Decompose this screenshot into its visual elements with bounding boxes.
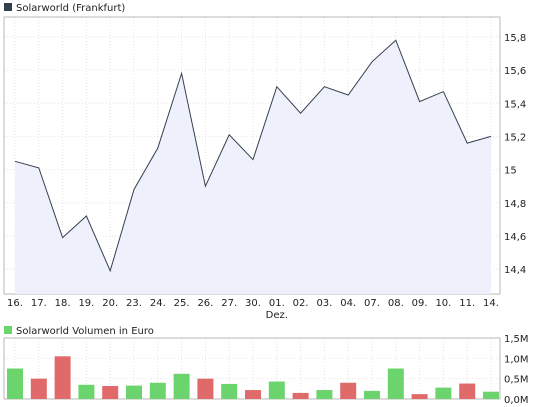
price-panel: Solarworld (Frankfurt) 14,4 14,6 14,8 15 15,… <box>3 3 526 321</box>
price-y-tick-label: 15,6 <box>504 66 526 77</box>
volume-bar <box>102 385 119 399</box>
volume-bar <box>435 387 452 399</box>
volume-bar <box>292 392 309 399</box>
price-line <box>14 39 492 273</box>
volume-legend-label: Solarworld Volumen in Euro <box>16 326 154 337</box>
price-y-tick-label: 15,8 <box>504 33 526 44</box>
price-y-tick-label: 15 <box>504 166 517 177</box>
volume-bar <box>149 382 166 399</box>
volume-bar <box>173 373 190 399</box>
volume-y-tick-label: 1,5M <box>504 334 529 345</box>
volume-bar <box>364 390 380 399</box>
volume-bar <box>245 390 261 399</box>
volume-bar <box>268 381 285 399</box>
price-y-axis: 14,4 14,6 14,8 15 15,2 15,4 15,6 15,8 <box>504 33 526 276</box>
price-x-tick-label: 18. <box>55 298 71 309</box>
price-x-tick-label: 04. <box>340 298 356 309</box>
price-y-tick-label: 14,6 <box>504 232 526 243</box>
price-y-tick-label: 15,2 <box>504 132 526 143</box>
price-x-tick-label: 26. <box>197 298 213 309</box>
price-x-tick-label: 07. <box>364 298 380 309</box>
price-x-tick-label: 11. <box>459 298 475 309</box>
volume-bar <box>221 383 238 399</box>
price-legend-label: Solarworld (Frankfurt) <box>16 3 125 14</box>
volume-bar <box>483 391 499 399</box>
price-x-tick-label: 03. <box>316 298 332 309</box>
price-area-fill <box>15 40 491 295</box>
price-y-tick-label: 14,8 <box>504 199 526 210</box>
volume-bar <box>54 356 71 399</box>
volume-bars <box>7 356 499 399</box>
price-x-tick-label: 25. <box>174 298 190 309</box>
volume-bar <box>316 390 333 399</box>
price-x-tick-label: 08. <box>388 298 404 309</box>
price-x-tick-label: 30. <box>245 298 261 309</box>
volume-bar <box>197 378 214 399</box>
volume-bar <box>340 382 357 399</box>
price-x-tick-label: 23. <box>126 298 142 309</box>
price-x-tick-label: 19. <box>78 298 94 309</box>
volume-bar <box>78 384 95 399</box>
volume-y-tick-label: 0,0M <box>504 395 529 406</box>
price-x-tick-label: 02. <box>293 298 309 309</box>
volume-y-tick-label: 1,0M <box>504 354 529 365</box>
volume-bar <box>411 394 428 399</box>
volume-bar <box>459 383 476 399</box>
price-x-month-label: Dez. <box>266 310 288 321</box>
volume-grid <box>4 337 500 400</box>
price-x-tick-label: 16. <box>7 298 23 309</box>
price-y-tick-label: 14,4 <box>504 265 526 276</box>
price-legend-swatch <box>4 3 12 11</box>
volume-bar <box>7 368 23 399</box>
volume-panel: Solarworld Volumen in Euro 0,0M 0,5M 1,0M 1… <box>3 326 529 406</box>
volume-bar <box>387 368 404 399</box>
price-x-axis: 16. 17. 18. 19. 20. 23. 24. 25. 26. 27. 30. 01. 02. 0… <box>7 298 499 321</box>
price-x-tick-label: 24. <box>150 298 166 309</box>
price-x-tick-label: 10. <box>435 298 451 309</box>
volume-y-axis: 0,0M 0,5M 1,0M 1,5M <box>504 334 529 406</box>
volume-bar <box>126 385 142 399</box>
price-x-tick-label: 27. <box>221 298 237 309</box>
price-x-tick-label: 20. <box>102 298 118 309</box>
price-x-tick-label: 14. <box>483 298 499 309</box>
price-y-tick-label: 15,4 <box>504 99 526 110</box>
volume-y-tick-label: 0,5M <box>504 375 529 386</box>
volume-bar <box>30 378 47 399</box>
price-x-tick-label: 01. <box>269 298 285 309</box>
price-x-tick-label: 09. <box>412 298 428 309</box>
price-x-tick-label: 17. <box>31 298 47 309</box>
volume-legend-swatch <box>4 326 12 334</box>
